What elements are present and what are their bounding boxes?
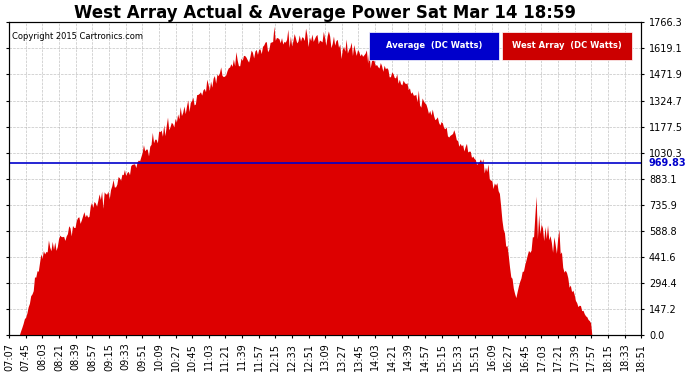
FancyBboxPatch shape [369, 32, 499, 60]
Text: Copyright 2015 Cartronics.com: Copyright 2015 Cartronics.com [12, 32, 144, 41]
Text: West Array  (DC Watts): West Array (DC Watts) [512, 41, 622, 50]
Title: West Array Actual & Average Power Sat Mar 14 18:59: West Array Actual & Average Power Sat Ma… [75, 4, 576, 22]
Text: 969.83: 969.83 [648, 158, 686, 168]
FancyBboxPatch shape [502, 32, 632, 60]
Text: Average  (DC Watts): Average (DC Watts) [386, 41, 482, 50]
